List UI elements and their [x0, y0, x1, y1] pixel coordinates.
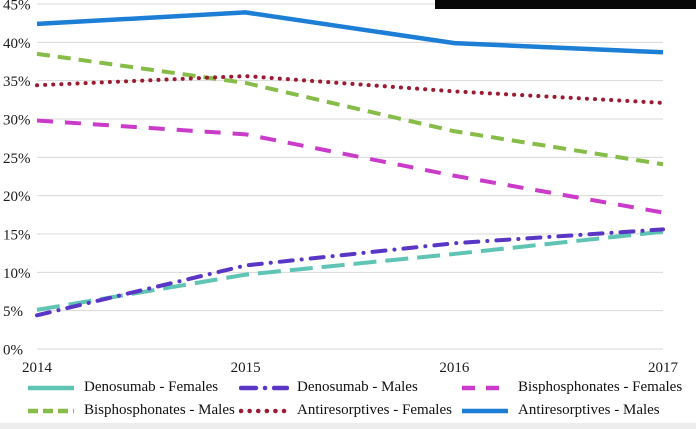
y-axis-tick-label: 5%: [3, 304, 23, 320]
y-axis-tick-label: 25%: [3, 151, 31, 167]
legend-swatch-icon: [28, 408, 74, 413]
x-axis-tick-label: 2016: [439, 360, 470, 376]
legend-label: Antiresorptives - Males: [518, 402, 660, 418]
series-line-bisphosphonates-males: [36, 51, 664, 167]
y-axis-tick-label: 45%: [3, 0, 31, 14]
legend-swatch-icon: [28, 385, 74, 390]
legend-label: Antiresorptives - Females: [297, 402, 452, 418]
legend-item-denosumab-females: Denosumab - Females: [26, 379, 239, 396]
series-line-denosumab-females: [36, 229, 664, 312]
series-line-antiresorptives-males: [36, 10, 664, 55]
legend-item-denosumab-males: Denosumab - Males: [239, 379, 460, 396]
top-right-black-bar: [435, 0, 696, 9]
y-axis-tick-label: 0%: [3, 343, 23, 359]
series-line-antiresorptives-females: [35, 74, 665, 105]
legend-item-bisphosphonates-females: Bisphosphonates - Females: [460, 379, 694, 396]
y-axis-tick-label: 15%: [3, 228, 31, 244]
x-axis-tick-label: 2017: [648, 360, 678, 376]
legend-swatch-icon: [239, 408, 289, 413]
legend-swatch-icon: [462, 408, 508, 413]
legend-label: Bisphosphonates - Males: [84, 402, 235, 418]
x-axis: 2014 2015 2016 2017: [0, 359, 696, 377]
legend-item-antiresorptives-females: Antiresorptives - Females: [239, 402, 460, 419]
chart-legend: Denosumab - Females Denosumab - Males Bisp…: [26, 379, 694, 419]
y-axis-tick-label: 10%: [3, 266, 31, 282]
series-line-denosumab-males: [35, 227, 665, 318]
series-line-bisphosphonates-females: [36, 118, 664, 215]
legend-label: Denosumab - Males: [297, 379, 418, 395]
x-axis-tick-label: 2014: [22, 360, 52, 376]
y-axis-tick-label: 20%: [3, 189, 31, 205]
x-axis-tick-label: 2015: [230, 360, 261, 376]
legend-item-bisphosphonates-males: Bisphosphonates - Males: [26, 402, 239, 419]
y-axis-tick-label: 30%: [3, 113, 31, 129]
legend-label: Bisphosphonates - Females: [518, 379, 683, 395]
y-axis-tick-label: 35%: [3, 74, 31, 90]
chart-plot-area: 0% 5% 10% 15% 20% 25% 30% 35% 40% 45%: [3, 0, 665, 359]
legend-label: Denosumab - Females: [84, 379, 219, 395]
legend-swatch-icon: [462, 385, 508, 390]
y-axis-tick-label: 40%: [3, 36, 31, 52]
bottom-edge-strip: [0, 423, 696, 429]
legend-swatch-icon: [239, 385, 289, 390]
legend-item-antiresorptives-males: Antiresorptives - Males: [460, 402, 694, 419]
